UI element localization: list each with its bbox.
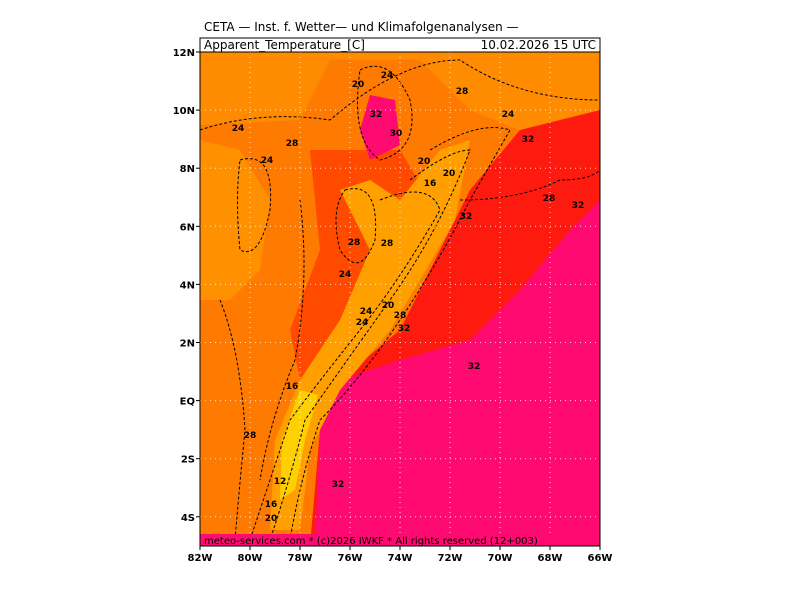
contour-label: 32 (572, 201, 585, 211)
contour-label: 16 (286, 382, 299, 392)
contour-label: 20 (443, 169, 456, 179)
lon-label: 76W (338, 553, 363, 564)
lat-label: 12N (173, 48, 195, 59)
lat-label: 4S (181, 513, 195, 524)
contour-label: 28 (286, 139, 299, 149)
lat-label: 2N (180, 339, 195, 350)
contour-label: 30 (390, 129, 403, 139)
lon-label: 74W (388, 553, 413, 564)
contour-label: 16 (424, 179, 437, 189)
lat-label: 4N (180, 280, 195, 291)
contour-label: 24 (356, 318, 369, 328)
contour-label: 24 (360, 307, 373, 317)
contour-label: 24 (381, 71, 394, 81)
title: CETA — Inst. f. Wetter— und Klimafolgena… (204, 20, 519, 34)
contour-label: 24 (232, 124, 245, 134)
grid (200, 52, 600, 546)
contour-label: 28 (543, 194, 556, 204)
lat-label: 6N (180, 222, 195, 233)
contours (200, 59, 600, 541)
contour-label: 20 (265, 514, 278, 524)
valid-time: 10.02.2026 15 UTC (481, 38, 596, 52)
lon-label: 78W (288, 553, 313, 564)
lon-label: 70W (488, 553, 513, 564)
contour-label: 12 (274, 477, 287, 487)
contour-label: 28 (381, 239, 394, 249)
contour-label: 20 (382, 301, 395, 311)
footer-band (200, 534, 600, 546)
field-magenta (315, 200, 600, 546)
lon-label: 66W (588, 553, 613, 564)
variable: Apparent_Temperature_[C] (204, 38, 365, 52)
contour-label: 28 (244, 431, 257, 441)
contour-label: 32 (460, 212, 473, 222)
contour-label: 28 (348, 238, 361, 248)
lat-label: EQ (180, 397, 195, 408)
contour-label: 20 (352, 80, 365, 90)
lon-label: 68W (538, 553, 563, 564)
contour-label: 24 (261, 156, 274, 166)
contour-label: 24 (502, 110, 515, 120)
contour-label: 20 (418, 157, 431, 167)
lat-label: 10N (173, 106, 195, 117)
contour-label: 28 (394, 311, 407, 321)
contour-label: 28 (456, 87, 469, 97)
lat-label: 8N (180, 164, 195, 175)
lon-label: 82W (188, 553, 213, 564)
contour-label: 24 (339, 270, 352, 280)
field-orange-west (200, 140, 270, 300)
footer: meteo-services.com * (c)2026 IWKF * All … (204, 536, 538, 547)
contour-label: 32 (398, 324, 411, 334)
contour-label: 16 (265, 500, 278, 510)
lat-label: 2S (181, 455, 195, 466)
lon-label: 72W (438, 553, 463, 564)
contour-label: 32 (332, 480, 345, 490)
axes: 12N 10N 8N 6N 4N 2N EQ 2S 4S 82W 80W 78W 76W 74W 72W 70… (173, 48, 613, 564)
contour-label: 32 (522, 135, 535, 145)
contour-label: 32 (370, 110, 383, 120)
field-light-orange (270, 140, 470, 530)
lon-label: 80W (238, 553, 263, 564)
field-magenta-north (360, 95, 400, 160)
contour-label: 32 (468, 362, 481, 372)
